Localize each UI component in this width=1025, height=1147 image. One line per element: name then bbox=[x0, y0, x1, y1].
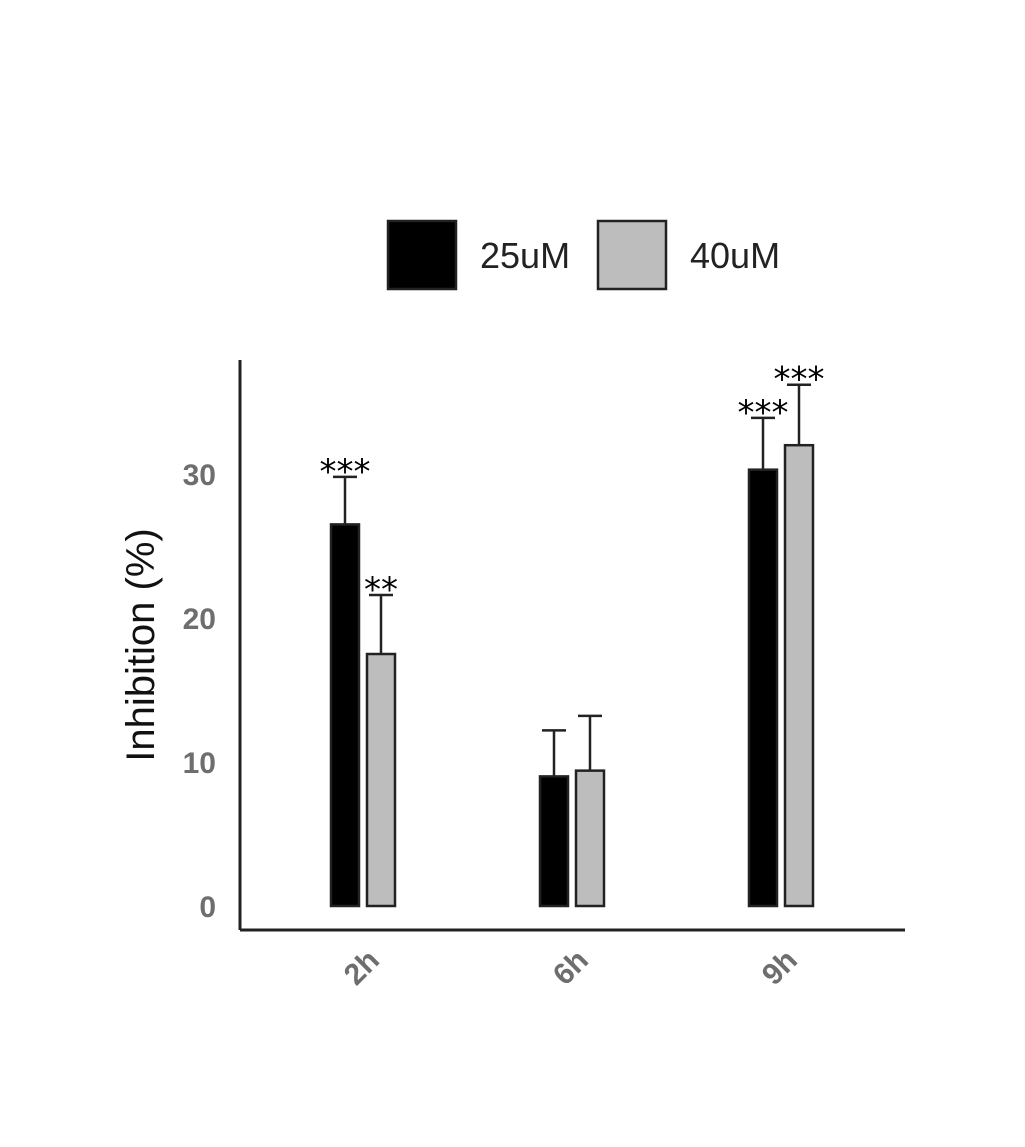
significance-label: ** bbox=[364, 570, 398, 610]
significance-label: *** bbox=[320, 452, 371, 492]
y-axis-title: Inhibition (%) bbox=[119, 528, 163, 761]
y-tick-label: 30 bbox=[183, 459, 216, 492]
significance-label: *** bbox=[774, 360, 825, 400]
bar bbox=[783, 443, 815, 908]
bar bbox=[747, 468, 779, 908]
legend-label: 25uM bbox=[480, 235, 570, 276]
significance-label: *** bbox=[738, 393, 789, 433]
y-tick-label: 20 bbox=[183, 603, 216, 636]
y-tick-label: 0 bbox=[199, 891, 216, 924]
x-tick-label: 6h bbox=[547, 944, 595, 992]
bar bbox=[574, 769, 606, 908]
bar bbox=[329, 523, 361, 908]
bar bbox=[365, 652, 397, 908]
legend-swatch bbox=[596, 219, 668, 291]
legend-label: 40uM bbox=[690, 235, 780, 276]
x-tick-label: 2h bbox=[338, 944, 386, 992]
x-tick-label: 9h bbox=[756, 944, 804, 992]
bar bbox=[538, 775, 570, 908]
legend: 25uM 40uM bbox=[386, 219, 780, 291]
y-tick-label: 10 bbox=[183, 747, 216, 780]
legend-swatch bbox=[386, 219, 458, 291]
